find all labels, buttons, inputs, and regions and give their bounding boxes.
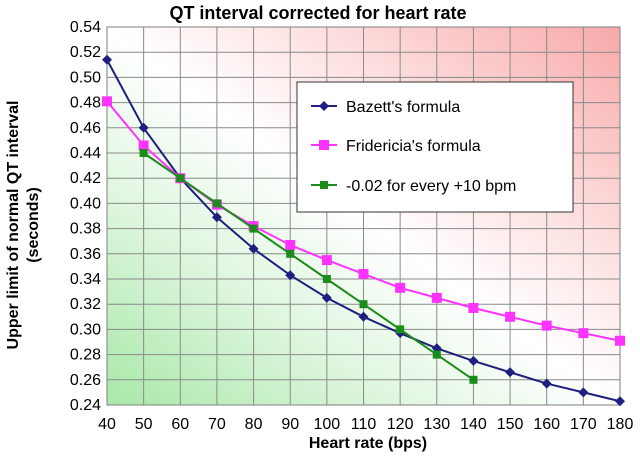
- x-tick-label: 100: [314, 416, 341, 433]
- x-tick-label: 90: [281, 416, 299, 433]
- x-tick-label: 80: [245, 416, 263, 433]
- data-point: [578, 328, 589, 339]
- legend: Bazett's formula Fridericia's formula -0…: [296, 81, 574, 213]
- data-point: [321, 255, 332, 266]
- x-tick-label: 170: [570, 416, 597, 433]
- plot-frame: [106, 26, 621, 406]
- y-tick-label: 0.50: [70, 69, 101, 86]
- x-tick-label: 160: [533, 416, 560, 433]
- x-tick-label: 140: [460, 416, 487, 433]
- y-tick-label: 0.28: [70, 347, 101, 364]
- data-point: [578, 387, 589, 398]
- data-point: [468, 355, 479, 366]
- data-point: [359, 300, 368, 309]
- data-point: [505, 367, 516, 378]
- data-point: [176, 174, 185, 183]
- data-point: [432, 350, 441, 359]
- x-tick-label: 70: [208, 416, 226, 433]
- data-point: [431, 292, 442, 303]
- diamond-marker-icon: [319, 101, 329, 111]
- data-point: [139, 149, 148, 157]
- legend-label-bazett: Bazett's formula: [346, 99, 460, 116]
- x-tick-label: 120: [387, 416, 414, 433]
- data-point: [395, 282, 406, 293]
- x-tick-label: 180: [607, 416, 634, 433]
- data-point: [541, 320, 552, 331]
- square-marker-icon: [319, 140, 329, 150]
- data-point: [286, 249, 295, 258]
- x-tick-labels: 40 50 60 70 80 90 100 110 120 130 140 150 160 170 180: [98, 416, 633, 433]
- series-line: [143, 152, 474, 381]
- y-axis-label-line2: (seconds): [25, 187, 42, 263]
- y-tick-label: 0.52: [70, 44, 101, 61]
- x-tick-label: 110: [351, 416, 377, 433]
- data-point: [138, 122, 149, 133]
- y-tick-label: 0.48: [70, 95, 101, 112]
- x-axis-label: Heart rate (bps): [309, 435, 427, 452]
- chart-title: QT interval corrected for heart rate: [169, 3, 466, 23]
- data-point: [212, 199, 221, 208]
- y-tick-label: 0.34: [70, 271, 101, 288]
- series-0: [102, 54, 625, 407]
- data-point: [615, 396, 625, 407]
- data-point: [358, 268, 369, 279]
- y-tick-label: 0.54: [70, 19, 101, 36]
- y-tick-label: 0.46: [70, 120, 101, 137]
- series-2: [139, 149, 478, 384]
- x-tick-label: 130: [423, 416, 450, 433]
- data-point: [321, 292, 332, 303]
- data-point: [211, 212, 222, 223]
- data-point: [285, 239, 296, 250]
- data-point: [615, 335, 625, 346]
- data-point: [541, 378, 552, 389]
- series-layer: [102, 54, 625, 407]
- y-tick-label: 0.32: [70, 296, 101, 313]
- legend-label-fridericia: Fridericia's formula: [346, 138, 481, 155]
- x-tick-label: 150: [497, 416, 524, 433]
- legend-item-bazett: Bazett's formula: [311, 99, 460, 116]
- data-point: [358, 311, 369, 322]
- legend-item-fridericia: Fridericia's formula: [311, 138, 481, 155]
- y-tick-label: 0.38: [70, 221, 101, 238]
- data-point: [249, 224, 258, 233]
- data-point: [505, 311, 516, 322]
- data-point: [396, 325, 405, 334]
- x-tick-label: 60: [171, 416, 189, 433]
- y-tick-label: 0.36: [70, 246, 101, 263]
- data-point: [469, 375, 478, 384]
- x-tick-label: 50: [135, 416, 153, 433]
- data-point: [322, 275, 331, 283]
- legend-label-linear: -0.02 for every +10 bpm: [346, 178, 516, 195]
- y-tick-label: 0.44: [70, 145, 101, 162]
- y-tick-label: 0.26: [70, 372, 101, 389]
- small-square-marker-icon: [320, 181, 328, 189]
- y-tick-label: 0.42: [70, 170, 101, 187]
- data-point: [468, 302, 479, 313]
- legend-item-linear: -0.02 for every +10 bpm: [311, 178, 516, 195]
- data-point: [285, 270, 296, 281]
- y-axis-label-line1: Upper limit of normal QT interval: [5, 101, 22, 350]
- y-tick-labels: 0.24 0.26 0.28 0.30 0.32 0.34 0.36 0.38 0.40 0.42…: [70, 19, 101, 414]
- legend-box: [296, 81, 574, 213]
- y-tick-label: 0.24: [70, 397, 101, 414]
- y-tick-label: 0.30: [70, 321, 101, 338]
- data-point: [138, 140, 149, 151]
- data-point: [248, 243, 259, 254]
- y-tick-label: 0.40: [70, 195, 101, 212]
- x-tick-label: 40: [98, 416, 116, 433]
- data-point: [102, 96, 112, 107]
- data-point: [102, 54, 112, 65]
